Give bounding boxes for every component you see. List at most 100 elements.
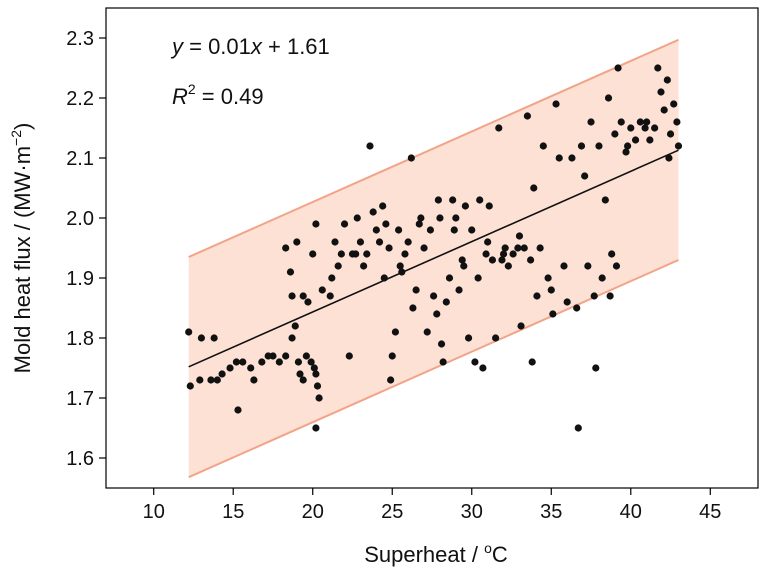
data-point [307,358,315,366]
data-point [398,268,406,276]
data-point [563,298,571,306]
y-tick-label: 2.1 [66,148,94,170]
data-point [455,286,463,294]
data-point [328,274,336,282]
data-point [488,256,497,264]
data-point [533,292,541,300]
y-tick-label: 1.9 [66,268,94,290]
data-point [226,364,234,372]
data-point [670,100,678,108]
eq-end: + 1.61 [262,34,330,59]
data-point [380,274,388,282]
data-point [395,226,403,234]
data-point [464,334,473,342]
x-tick-label: 30 [461,501,483,523]
data-point [631,136,640,144]
data-point [608,250,616,258]
data-point [544,274,552,282]
data-point [587,118,595,126]
data-point [360,262,368,270]
data-point [485,202,493,210]
data-point [515,232,524,240]
data-point [434,196,442,204]
data-point [388,352,396,360]
data-point [499,250,508,258]
y-tick-label: 2.2 [66,88,94,110]
data-point [250,376,258,384]
data-point [269,352,277,360]
data-point [627,124,635,132]
data-point [299,376,307,384]
data-point [331,238,339,246]
x-axis-title-sup: o [484,540,492,556]
x-tick-label: 20 [302,501,324,523]
data-point [437,340,446,348]
data-point [433,310,441,318]
data-point [509,250,517,258]
data-point [258,358,266,366]
r2-value: = 0.49 [196,84,264,109]
r-squared: R2 = 0.49 [172,81,264,109]
data-point [369,208,377,216]
data-point [663,76,671,84]
data-point [420,244,428,252]
data-point [442,298,450,306]
eq-y: y [170,34,185,59]
data-point [581,172,589,180]
y-tick-label: 2.0 [66,208,94,230]
data-point [555,154,563,162]
y-axis-title-close: ) [10,123,35,130]
data-point [282,244,290,252]
data-point [517,322,525,330]
data-point [312,370,320,378]
data-point [439,358,447,366]
data-point [213,376,221,384]
data-point [445,274,454,282]
data-point [461,202,469,210]
data-point [291,322,299,330]
r2-label: R [172,84,188,109]
data-point [624,142,632,150]
x-axis-title: Superheat / oC [364,540,508,567]
data-point [520,244,528,252]
data-point [196,376,204,384]
data-point [665,154,673,162]
data-point [474,274,482,282]
y-tick-label: 1.8 [66,328,94,350]
eq-x: x [250,34,263,59]
data-point [598,274,606,282]
data-point [482,250,490,258]
data-point [536,244,544,252]
data-point [286,268,295,276]
data-point [611,130,619,138]
data-point [379,202,387,210]
data-point [641,124,649,132]
data-point [504,262,512,270]
data-point [404,238,412,246]
data-point [391,328,400,336]
data-point [471,358,479,366]
data-point [366,142,374,150]
data-point [218,370,226,378]
fit-line [188,149,679,368]
x-tick-label: 35 [540,501,562,523]
data-point [573,304,581,312]
data-point [651,124,659,132]
data-point [412,286,420,294]
x-tick-label: 45 [699,501,721,523]
data-point [528,358,536,366]
data-point [296,370,304,378]
data-point [617,118,625,126]
data-point [495,124,503,132]
data-point [612,262,621,270]
y-axis-title: Mold heat flux / (MW·m−2) [8,123,35,374]
data-point [326,292,334,300]
y-tick-label: 2.3 [66,28,94,50]
data-point [207,376,215,384]
data-point [452,214,460,222]
data-point [636,118,644,126]
data-point [654,64,662,72]
data-point [247,364,255,372]
